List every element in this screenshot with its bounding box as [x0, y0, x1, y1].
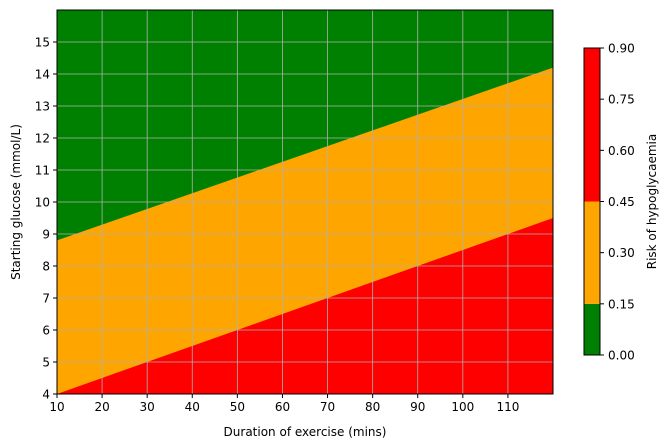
- y-tick-label: 5: [42, 356, 50, 370]
- y-tick-label: 15: [35, 36, 50, 50]
- y-tick-label: 13: [35, 100, 50, 114]
- x-tick-label: 100: [451, 400, 474, 414]
- x-tick-label: 30: [140, 400, 155, 414]
- x-tick-label: 70: [320, 400, 335, 414]
- y-tick-label: 6: [42, 324, 50, 338]
- region-high-risk: [57, 218, 553, 394]
- y-axis-label: Starting glucose (mmol/L): [9, 124, 23, 280]
- colorbar-tick-label: 0.90: [608, 42, 635, 56]
- y-tick-label: 7: [42, 292, 50, 306]
- colorbar-tick-label: 0.75: [608, 93, 635, 107]
- x-tick-label: 50: [230, 400, 245, 414]
- colorbar-label: Risk of hypoglycaemia: [645, 134, 659, 270]
- y-tick-label: 4: [42, 388, 50, 402]
- colorbar: 0.00 0.15 0.30 0.45 0.60 0.75 0.90: [583, 42, 635, 363]
- colorbar-band: [584, 303, 600, 355]
- y-tick-label: 14: [35, 68, 50, 82]
- y-tick-label: 11: [35, 164, 50, 178]
- x-tick-label: 40: [185, 400, 200, 414]
- colorbar-tick-label: 0.15: [608, 297, 635, 311]
- colorbar-tick-label: 0.45: [608, 195, 635, 209]
- colorbar-tick-label: 0.30: [608, 246, 635, 260]
- colorbar-tick-label: 0.60: [608, 144, 635, 158]
- y-tick-label: 10: [35, 196, 50, 210]
- colorbar-band: [584, 48, 600, 202]
- x-tick-label: 80: [365, 400, 380, 414]
- x-tick-label: 10: [49, 400, 64, 414]
- y-axis: 4 5 6 7 8 9 10 11 12 13 14 15: [35, 36, 57, 402]
- y-tick-label: 12: [35, 132, 50, 146]
- x-tick-label: 60: [275, 400, 290, 414]
- y-tick-label: 8: [42, 260, 50, 274]
- x-tick-label: 90: [410, 400, 425, 414]
- y-tick-label: 9: [42, 228, 50, 242]
- x-axis: 10 20 30 40 50 60 70 80 90 100 110: [49, 394, 519, 414]
- x-axis-label: Duration of exercise (mins): [224, 425, 387, 439]
- x-tick-label: 110: [496, 400, 519, 414]
- colorbar-tick-label: 0.00: [608, 349, 635, 363]
- x-tick-label: 20: [94, 400, 109, 414]
- colorbar-band: [584, 201, 600, 304]
